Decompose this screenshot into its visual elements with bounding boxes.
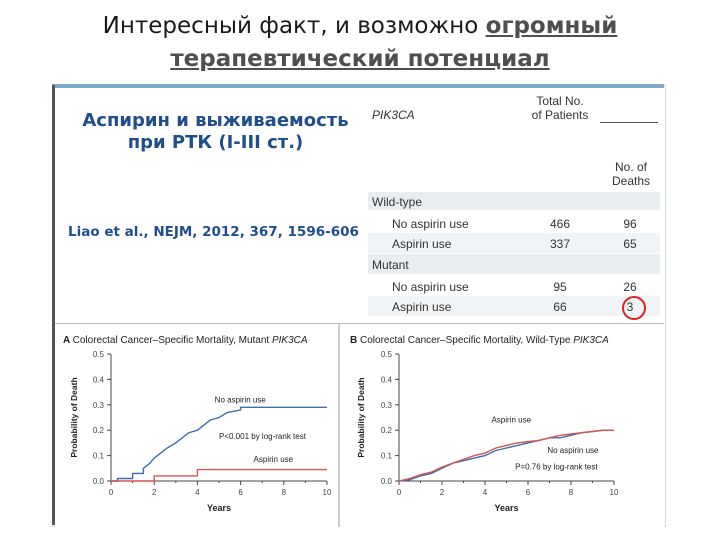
panel-letter: A bbox=[63, 335, 73, 346]
panel-title-line-1: Аспирин и выживаемость bbox=[82, 110, 349, 131]
aspirin-curve bbox=[398, 429, 614, 482]
table-header-deaths-2: Deaths bbox=[611, 174, 651, 188]
panel-left-border bbox=[52, 85, 55, 525]
series-label-aspirin: Aspirin use bbox=[254, 455, 294, 464]
x-axis-label: Years bbox=[207, 503, 231, 513]
y-axis-label: Probability of Death bbox=[356, 377, 366, 457]
slide-title-plain: Интересный факт, и возможно bbox=[102, 13, 479, 39]
plot-title: A Colorectal Cancer–Specific Mortality, … bbox=[63, 335, 308, 346]
no-aspirin-curve bbox=[111, 406, 327, 482]
table-group-label: Mutant bbox=[372, 258, 409, 272]
x-tick-label: 4 bbox=[195, 488, 200, 497]
plot-title-text: Colorectal Cancer–Specific Mortality, Mu… bbox=[73, 335, 272, 346]
x-tick-label: 6 bbox=[526, 488, 531, 497]
panel-title-line-2: при РТК (I-III ст.) bbox=[127, 132, 304, 153]
x-tick-label: 8 bbox=[282, 488, 287, 497]
x-tick-label: 2 bbox=[440, 488, 445, 497]
citation: Liao et al., NEJM, 2012, 367, 1596-606 bbox=[68, 224, 359, 240]
series-label-no-aspirin: No aspirin use bbox=[215, 395, 267, 404]
series-label-aspirin: Aspirin use bbox=[491, 416, 531, 425]
x-tick-label: 4 bbox=[483, 488, 488, 497]
plots-area: A Colorectal Cancer–Specific Mortality, … bbox=[55, 323, 664, 527]
slide-title: Интересный факт, и возможно огромный тер… bbox=[0, 10, 720, 76]
table-row-label: No aspirin use bbox=[392, 217, 469, 231]
y-tick-label: 0.0 bbox=[93, 477, 105, 486]
x-tick-label: 8 bbox=[569, 488, 574, 497]
table-cell-patients: 466 bbox=[549, 217, 571, 231]
x-tick-label: 0 bbox=[109, 488, 114, 497]
table-row-label: No aspirin use bbox=[392, 280, 469, 294]
slide-title-highlight-1: огромный bbox=[485, 13, 618, 39]
y-tick-label: 0.5 bbox=[381, 350, 393, 359]
table-row-label: Aspirin use bbox=[392, 300, 452, 314]
y-tick-label: 0.5 bbox=[93, 350, 105, 359]
x-tick-label: 10 bbox=[610, 488, 619, 497]
table-group-row bbox=[368, 192, 660, 210]
highlight-circle bbox=[622, 296, 646, 320]
table-row-shade bbox=[368, 233, 660, 253]
slide-title-highlight-2: терапевтический потенциал bbox=[170, 46, 550, 72]
x-tick-label: 10 bbox=[323, 488, 332, 497]
x-tick-label: 2 bbox=[152, 488, 157, 497]
table-cell-deaths: 96 bbox=[623, 217, 637, 231]
y-tick-label: 0.2 bbox=[381, 426, 393, 435]
aspirin-curve bbox=[111, 468, 327, 482]
plot-title-text: Colorectal Cancer–Specific Mortality, Wi… bbox=[360, 335, 573, 346]
y-tick-label: 0.1 bbox=[93, 452, 105, 461]
plot-title-gene: PIK3CA bbox=[272, 335, 308, 346]
series-label-no-aspirin: No aspirin use bbox=[547, 446, 599, 455]
p-value-annotation: P<0.001 by log-rank test bbox=[219, 432, 307, 441]
panel-letter: B bbox=[350, 335, 360, 346]
table-cell-patients: 66 bbox=[553, 300, 567, 314]
table-group-label: Wild-type bbox=[372, 195, 423, 209]
survival-plots: A Colorectal Cancer–Specific Mortality, … bbox=[63, 324, 619, 527]
y-tick-label: 0.3 bbox=[93, 401, 105, 410]
table-header-patients-1: Total No. bbox=[536, 94, 584, 108]
table-cell-patients: 95 bbox=[553, 280, 567, 294]
header-rule bbox=[600, 122, 658, 123]
table-header-deaths-1: No. of bbox=[614, 160, 647, 174]
table-row-shade bbox=[368, 296, 660, 316]
y-tick-label: 0.1 bbox=[381, 452, 393, 461]
y-tick-label: 0.2 bbox=[93, 426, 105, 435]
slide-title-line-1: Интересный факт, и возможно огромный bbox=[0, 10, 720, 43]
slide-title-line-2: терапевтический потенциал bbox=[0, 43, 720, 76]
p-value-annotation: P=0.76 by log-rank test bbox=[515, 463, 598, 472]
y-tick-label: 0.0 bbox=[381, 477, 393, 486]
table-header-patients-2: of Patients bbox=[531, 108, 589, 122]
table-cell-deaths: 65 bbox=[623, 237, 637, 251]
panel-top-bar bbox=[52, 84, 664, 88]
table-cell-deaths: 26 bbox=[623, 280, 637, 294]
table-cell-patients: 337 bbox=[549, 237, 571, 251]
x-axis-label: Years bbox=[494, 503, 518, 513]
x-tick-label: 0 bbox=[397, 488, 402, 497]
panel-title: Аспирин и выживаемость при РТК (I-III ст… bbox=[68, 110, 363, 154]
plot-title: B Colorectal Cancer–Specific Mortality, … bbox=[350, 335, 609, 346]
plot-title-gene: PIK3CA bbox=[573, 335, 609, 346]
y-tick-label: 0.4 bbox=[93, 375, 105, 384]
no-aspirin-curve bbox=[398, 429, 614, 482]
x-tick-label: 6 bbox=[238, 488, 243, 497]
table-group-row bbox=[368, 254, 660, 274]
table-row-label: Aspirin use bbox=[392, 237, 452, 251]
y-tick-label: 0.3 bbox=[381, 401, 393, 410]
y-tick-label: 0.4 bbox=[381, 375, 393, 384]
table-header-gene: PIK3CA bbox=[372, 108, 415, 122]
y-axis-label: Probability of Death bbox=[69, 377, 79, 457]
